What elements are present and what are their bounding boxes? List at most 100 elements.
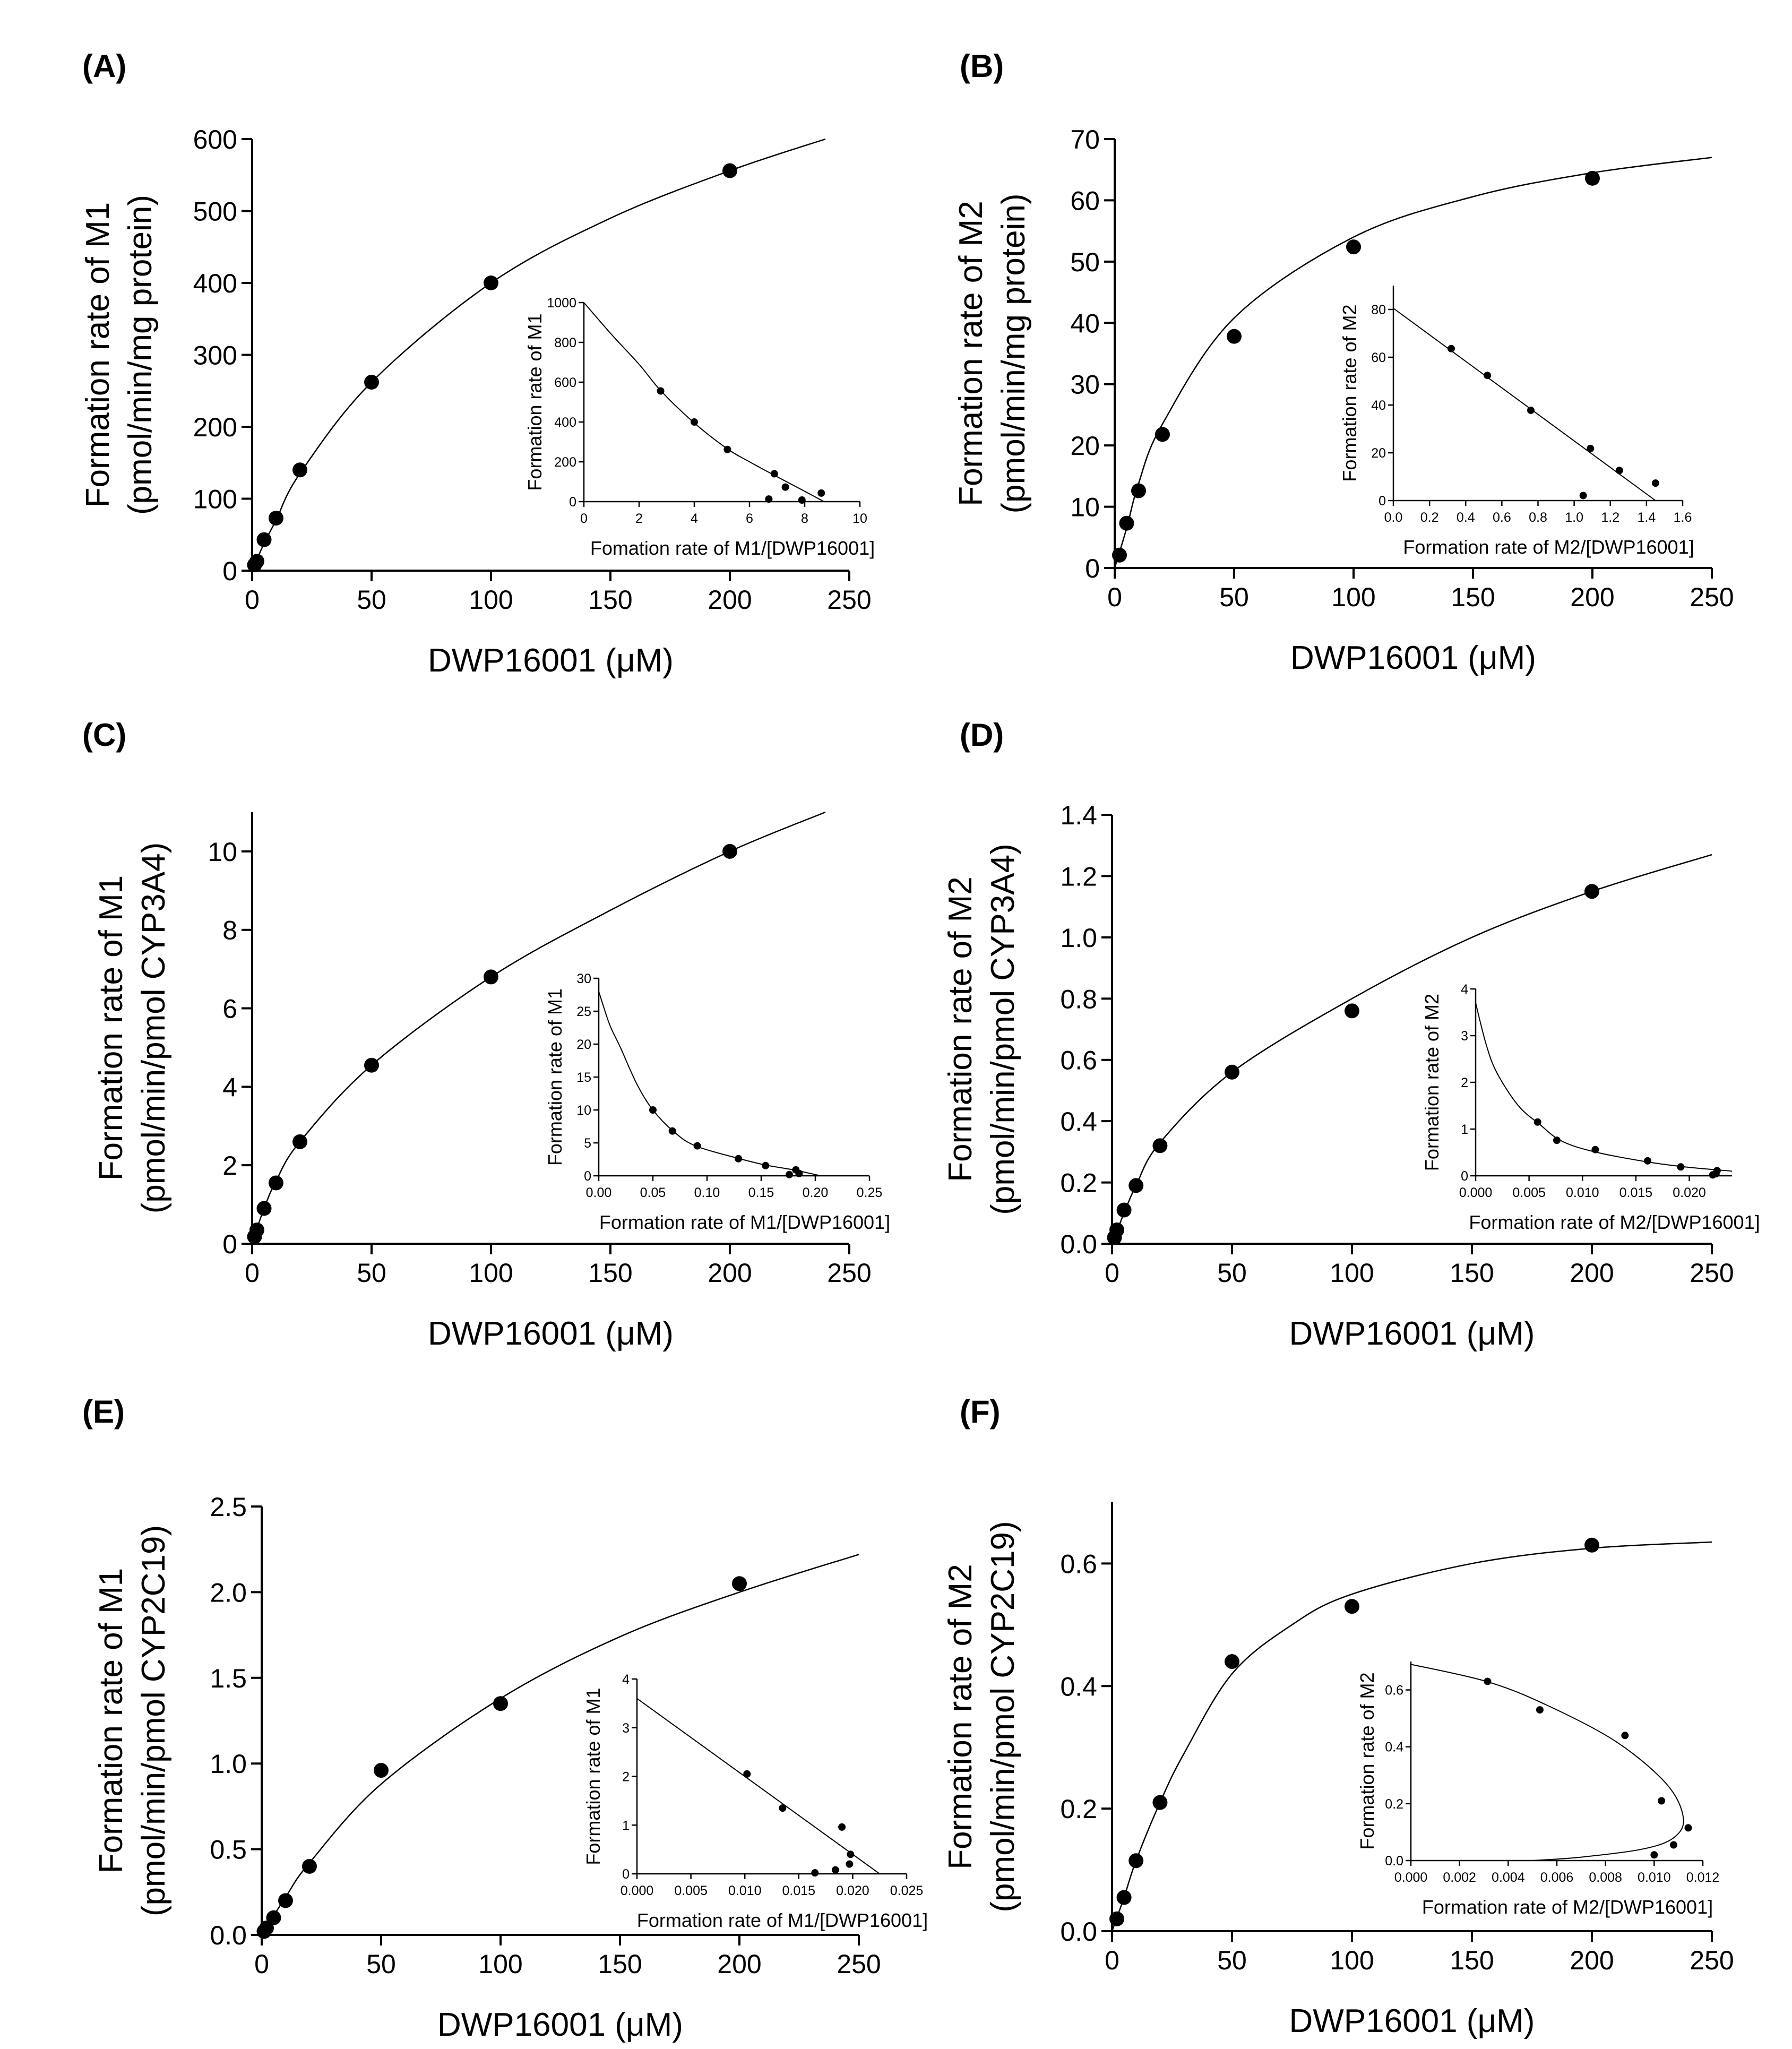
y-tick-label: 8	[222, 916, 237, 945]
x-tick-label: 0	[245, 1258, 260, 1288]
x-tick-label: 0	[1105, 1945, 1119, 1975]
x-tick-label: 250	[1690, 582, 1734, 612]
y-tick-label: 2.5	[210, 1492, 247, 1522]
x-tick-label: 0.015	[1619, 1185, 1653, 1200]
x-tick-label: 250	[827, 1258, 871, 1288]
inset-y-axis-label: Formation rate of M2	[1356, 1672, 1378, 1849]
x-tick-label: 1.6	[1674, 510, 1692, 525]
data-point	[770, 470, 778, 478]
data-point	[292, 1134, 307, 1149]
y-axis-label: (pmol/min/pmol CYP2C19)	[135, 1525, 172, 1916]
x-tick-label: 0.008	[1589, 1870, 1622, 1885]
data-point	[1116, 1890, 1132, 1905]
y-tick-label: 50	[1070, 247, 1100, 277]
data-point	[765, 495, 773, 503]
data-point	[1651, 479, 1659, 487]
x-tick-label: 0.012	[1686, 1870, 1720, 1885]
x-tick-label: 0.8	[1529, 510, 1547, 525]
data-point	[1484, 372, 1492, 380]
data-point	[1650, 1851, 1658, 1859]
fit-curve	[1111, 1541, 1712, 1932]
x-axis-label: DWP16001 (μM)	[437, 2007, 683, 2043]
x-tick-label: 0.4	[1457, 510, 1475, 525]
y-tick-label: 2	[622, 1770, 630, 1785]
panel-b: (B)0 50 100 150 200 250010203040506070DWP1600…	[953, 48, 1734, 676]
x-tick-label: 0.10	[694, 1185, 720, 1200]
x-tick-label: 0.004	[1492, 1870, 1525, 1885]
y-tick-label: 20	[1371, 446, 1386, 461]
y-axis-label: (pmol/min/mg protein)	[995, 194, 1032, 514]
y-tick-label: 0	[584, 1169, 591, 1184]
panel-d: (D) 0 50 100 150 200 250 0.0 0.2 0.4 0.6 0.8 1.0 1.2 1…	[942, 717, 1760, 1352]
y-tick-label: 0.8	[1060, 984, 1097, 1014]
data-point	[364, 1057, 379, 1073]
panel-f: (F) 0 50 100 150 200 250 0.0 0.2 0.4 0.6 DWP16001 (…	[942, 1394, 1734, 2039]
x-tick-label: 0	[580, 511, 588, 526]
x-tick-label: 100	[469, 1258, 513, 1288]
data-point	[1345, 1003, 1359, 1019]
inset-plot: 0.000 0.005 0.010 0.015 0.020 0 1 2 3 4 Formation …	[1421, 982, 1760, 1233]
y-tick-label: 0.0	[210, 1921, 247, 1950]
x-tick-label: 150	[1451, 582, 1495, 612]
x-tick-label: 150	[588, 1258, 632, 1288]
y-tick-label: 400	[193, 269, 237, 298]
y-axis-label: Formation rate of M1	[80, 202, 116, 507]
y-tick-label: 0.2	[1385, 1797, 1403, 1812]
fit-curve	[1475, 1003, 1733, 1172]
y-tick-label: 1	[622, 1818, 630, 1833]
y-tick-label: 4	[1461, 982, 1468, 997]
y-tick-label: 0.0	[1060, 1229, 1097, 1259]
fit-curve	[1393, 307, 1656, 501]
x-tick-label: 2	[635, 511, 643, 526]
y-tick-label: 40	[1070, 308, 1100, 338]
x-tick-label: 100	[478, 1949, 522, 1979]
inset-plot: 0 2 4 6 8 10 0 200 400 600 800 1000 Fomation rate of…	[524, 296, 875, 559]
x-tick-label: 0.010	[1566, 1185, 1599, 1200]
y-tick-label: 0.2	[1060, 1794, 1097, 1824]
y-tick-label: 1.4	[1060, 800, 1097, 830]
data-point	[1553, 1137, 1561, 1144]
x-tick-label: 100	[1331, 582, 1375, 612]
y-tick-label: 0.2	[1060, 1168, 1097, 1198]
data-point	[1109, 1222, 1125, 1238]
panel-label: (E)	[82, 1394, 125, 1430]
y-tick-label: 1	[1461, 1122, 1468, 1137]
x-tick-label: 150	[588, 585, 632, 615]
y-axis-label: (pmol/min/mg protein)	[122, 195, 159, 515]
data-point	[735, 1155, 743, 1163]
x-tick-label: 100	[1330, 1945, 1374, 1975]
data-point	[1227, 329, 1242, 344]
y-tick-label: 20	[1070, 431, 1100, 461]
x-tick-label: 0.15	[748, 1185, 774, 1200]
inset-x-axis-label: Formation rate of M1/[DWP16001]	[637, 1909, 928, 1931]
data-point	[1152, 1795, 1168, 1810]
data-point	[693, 1142, 701, 1150]
data-point	[1677, 1163, 1685, 1171]
x-axis-label: DWP16001 (μM)	[428, 1315, 674, 1352]
x-tick-label: 150	[1450, 1945, 1494, 1975]
x-axis-label: DWP16001 (μM)	[428, 642, 674, 679]
x-tick-label: 50	[357, 585, 386, 615]
data-point	[249, 1222, 264, 1238]
panel-label: (F)	[960, 1394, 1001, 1430]
fit-curve	[1410, 1664, 1684, 1861]
y-tick-label: 60	[1371, 350, 1386, 365]
panel-label: (A)	[82, 48, 126, 84]
data-point	[846, 1860, 854, 1868]
x-tick-label: 150	[1450, 1258, 1494, 1288]
data-point	[691, 418, 698, 426]
y-axis-label: Formation rate of M1	[93, 1568, 130, 1873]
x-tick-label: 50	[357, 1258, 386, 1288]
y-tick-label: 25	[576, 1004, 591, 1019]
data-point	[1644, 1157, 1652, 1165]
y-tick-label: 40	[1371, 398, 1386, 413]
data-point	[1584, 884, 1599, 899]
x-tick-label: 0.020	[836, 1883, 869, 1898]
x-tick-label: 0	[245, 585, 260, 615]
x-tick-label: 0.05	[640, 1185, 666, 1200]
data-point	[484, 276, 498, 290]
y-tick-label: 0.5	[210, 1835, 247, 1865]
data-point	[1684, 1824, 1692, 1832]
y-tick-label: 600	[554, 375, 576, 390]
